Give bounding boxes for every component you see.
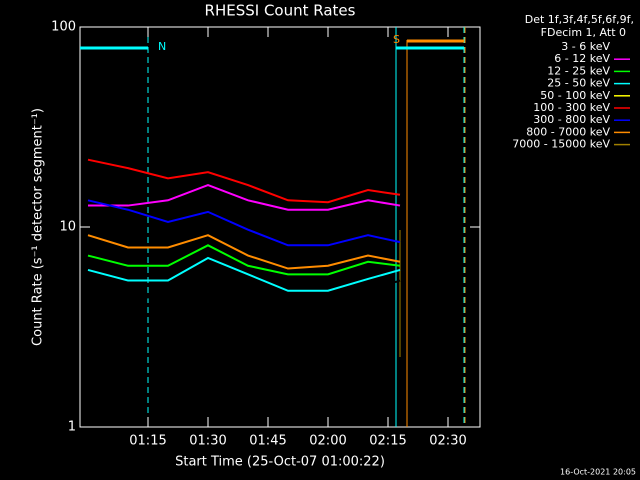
series-line bbox=[87, 244, 401, 276]
legend-label: 7000 - 15000 keV bbox=[512, 138, 610, 151]
y-axis-label: Count Rate (s⁻¹ detector segment⁻¹) bbox=[31, 108, 46, 346]
footer: 16-Oct-2021 20:05 bbox=[560, 468, 636, 477]
x-tick-label: 01:15 bbox=[129, 434, 166, 449]
legend-title: FDecim 1, Att 0 bbox=[541, 26, 626, 39]
y-tick-label: 100 bbox=[51, 20, 76, 35]
x-tick-label: 02:30 bbox=[429, 434, 466, 449]
series-line bbox=[87, 256, 401, 292]
legend-label: 300 - 800 keV bbox=[533, 113, 610, 126]
y-tick-label: 10 bbox=[59, 220, 76, 235]
x-tick-label: 01:30 bbox=[189, 434, 226, 449]
plot-frame bbox=[79, 26, 481, 428]
x-tick-label: 01:45 bbox=[249, 434, 286, 449]
legend-label: 6 - 12 keV bbox=[554, 52, 610, 65]
series-line bbox=[87, 234, 401, 270]
legend-label: 12 - 25 keV bbox=[547, 64, 610, 77]
legend-label: 100 - 300 keV bbox=[533, 101, 610, 114]
series-line bbox=[87, 158, 401, 204]
x-axis-label: Start Time (25-Oct-07 01:00:22) bbox=[175, 455, 385, 470]
annotation: S bbox=[393, 33, 400, 46]
series-line bbox=[88, 184, 401, 211]
x-tick-label: 02:15 bbox=[369, 434, 406, 449]
legend-title: Det 1f,3f,4f,5f,6f,9f, bbox=[525, 13, 634, 26]
series-line bbox=[87, 199, 401, 247]
legend-label: 50 - 100 keV bbox=[540, 89, 610, 102]
legend-label: 25 - 50 keV bbox=[547, 77, 610, 90]
legend-label: 800 - 7000 keV bbox=[526, 125, 610, 138]
legend-label: 3 - 6 keV bbox=[561, 40, 610, 53]
annotation: N bbox=[158, 40, 166, 53]
y-tick-label: 1 bbox=[68, 420, 76, 435]
chart-title: RHESSI Count Rates bbox=[205, 2, 356, 20]
series-line bbox=[87, 264, 401, 313]
x-tick-label: 02:00 bbox=[309, 434, 346, 449]
